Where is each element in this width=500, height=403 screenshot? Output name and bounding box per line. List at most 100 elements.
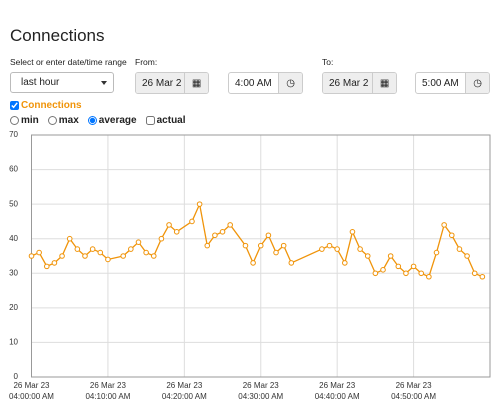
y-tick-label: 60	[9, 165, 18, 174]
data-point	[273, 249, 279, 256]
option[interactable]: actual	[145, 115, 186, 126]
option[interactable]: max	[47, 115, 79, 126]
time-field[interactable]: 5:00 AM	[422, 78, 459, 89]
option-label: max	[58, 115, 79, 126]
data-point	[105, 256, 111, 263]
to-label: To:	[322, 57, 334, 67]
data-point	[66, 235, 73, 242]
radio[interactable]	[87, 116, 97, 125]
data-point	[59, 253, 65, 259]
clock-button[interactable]: ◷	[465, 73, 489, 93]
data-point	[128, 246, 134, 252]
data-point	[173, 229, 180, 235]
y-tick-label: 30	[9, 268, 18, 277]
data-point	[426, 273, 432, 280]
data-point	[410, 263, 417, 270]
data-point	[212, 232, 218, 239]
from-time[interactable]: 4:00 AM ◷	[228, 72, 303, 94]
data-point	[403, 270, 409, 277]
range-label: Select or enter date/time range	[10, 57, 127, 67]
from-date[interactable]: 26 Mar 2 ▦	[135, 72, 209, 94]
option-label: actual	[156, 115, 186, 126]
from-label: From:	[135, 57, 158, 67]
data-point	[97, 249, 104, 256]
chart: 0 10 20 30 40 50 60 70	[9, 130, 491, 381]
data-point	[334, 246, 340, 252]
page-title: Connections	[10, 26, 105, 45]
x-tick-label: 26 Mar 23 04:00:00 AM	[9, 381, 54, 401]
data-point	[227, 222, 233, 228]
series-toggle[interactable]: Connections	[10, 100, 82, 111]
data-point	[89, 246, 96, 252]
data-point	[82, 253, 88, 259]
data-point	[395, 263, 402, 270]
data-point	[319, 246, 325, 252]
date-field[interactable]: 26 Mar 2	[323, 73, 373, 93]
radio[interactable]	[47, 116, 57, 125]
y-tick-label: 10	[9, 338, 18, 347]
data-point	[433, 249, 440, 256]
data-point	[242, 242, 249, 249]
option[interactable]: average	[87, 115, 137, 126]
data-point	[189, 218, 195, 225]
calendar-button[interactable]: ▦	[184, 73, 208, 93]
y-tick-label: 40	[9, 234, 18, 243]
aggregation-options: min max average actual	[10, 115, 186, 126]
to-date[interactable]: 26 Mar 2 ▦	[322, 72, 397, 94]
option[interactable]: min	[10, 115, 39, 126]
data-point	[196, 201, 203, 207]
to-time[interactable]: 5:00 AM ◷	[415, 72, 490, 94]
data-point	[74, 246, 81, 252]
data-point	[418, 270, 425, 277]
data-point	[280, 242, 287, 249]
data-point	[387, 253, 394, 259]
data-point	[150, 253, 157, 259]
data-point	[120, 253, 126, 259]
data-point	[372, 270, 379, 277]
range-select[interactable]: last hour	[10, 72, 114, 93]
data-point	[441, 222, 447, 228]
data-point	[135, 239, 142, 245]
data-point	[342, 260, 348, 266]
data-point	[357, 246, 363, 252]
data-point	[51, 260, 58, 266]
data-point	[143, 249, 149, 256]
clock-button[interactable]: ◷	[278, 73, 302, 93]
radio[interactable]	[10, 116, 19, 125]
x-tick-label: 26 Mar 23 04:50:00 AM	[391, 381, 437, 401]
option-label: min	[21, 115, 39, 126]
data-point	[36, 249, 42, 256]
data-point	[204, 242, 211, 249]
data-point	[326, 242, 333, 249]
data-point	[265, 232, 272, 239]
data-point	[456, 246, 463, 252]
data-point	[257, 242, 264, 249]
y-tick-label: 70	[9, 130, 18, 139]
y-tick-label: 50	[9, 199, 18, 208]
x-tick-label: 26 Mar 23 04:10:00 AM	[85, 381, 131, 401]
checkbox[interactable]	[145, 116, 155, 125]
legend-label: Connections	[21, 100, 82, 111]
time-field[interactable]: 4:00 AM	[235, 78, 272, 89]
data-point	[364, 253, 371, 259]
data-point	[250, 260, 256, 266]
data-point	[380, 267, 386, 273]
data-point	[471, 270, 478, 277]
data-point	[288, 260, 295, 266]
data-point	[28, 253, 35, 259]
date-field[interactable]: 26 Mar 2	[136, 73, 185, 93]
option-label: average	[98, 115, 137, 126]
checkbox[interactable]	[10, 101, 19, 110]
x-tick-label: 26 Mar 23 04:40:00 AM	[314, 381, 360, 401]
data-point	[158, 235, 165, 242]
data-point	[166, 222, 172, 228]
data-point	[219, 229, 226, 235]
data-point	[464, 253, 470, 259]
y-tick-label: 0	[14, 372, 19, 381]
calendar-button[interactable]: ▦	[372, 73, 396, 93]
data-point	[479, 273, 486, 280]
data-point	[448, 232, 455, 239]
data-point	[349, 229, 356, 235]
x-tick-label: 26 Mar 23 04:30:00 AM	[238, 381, 284, 401]
